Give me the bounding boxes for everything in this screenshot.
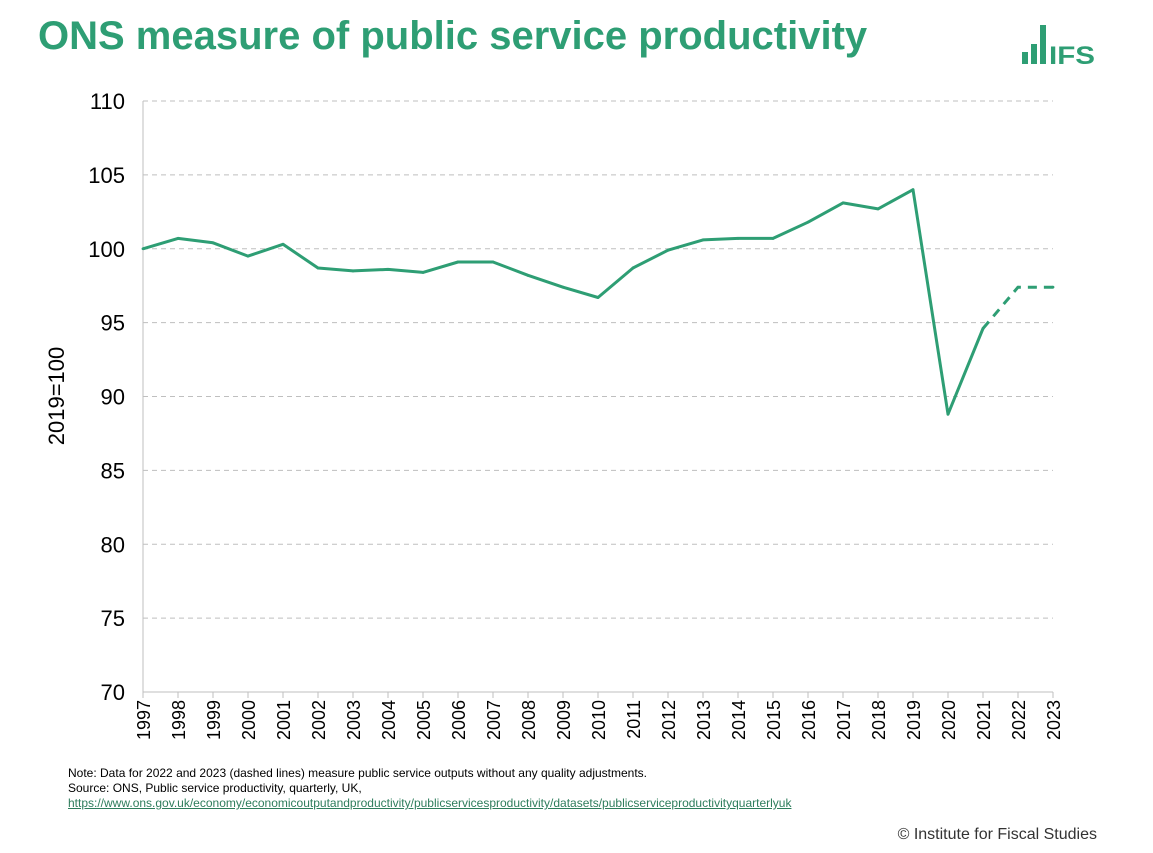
y-tick-label-70: 70 <box>101 680 125 705</box>
x-tick-label-2016: 2016 <box>799 700 819 740</box>
x-tick-label-1998: 1998 <box>169 700 189 740</box>
data-point-2014 <box>736 237 740 240</box>
data-point-2019 <box>911 188 915 192</box>
data-point-2010 <box>596 296 600 299</box>
x-tick-label-2007: 2007 <box>484 700 504 740</box>
x-tick-label-2006: 2006 <box>449 700 469 740</box>
x-tick-label-2019: 2019 <box>904 700 924 740</box>
data-point-2023-dashed <box>1051 285 1055 289</box>
data-point-2015 <box>771 237 775 240</box>
data-point-2021-dashed <box>981 327 985 330</box>
series <box>141 188 1055 416</box>
y-tick-label-100: 100 <box>88 237 125 262</box>
x-tick-label-2020: 2020 <box>939 700 959 740</box>
x-tick-label-2005: 2005 <box>414 700 434 740</box>
y-tick-label-85: 85 <box>101 458 125 483</box>
x-tick-label-1997: 1997 <box>134 700 154 740</box>
x-tick-label-2008: 2008 <box>519 700 539 740</box>
gridlines <box>143 100 1053 619</box>
data-point-2009 <box>561 285 565 289</box>
data-point-2018 <box>876 207 880 211</box>
y-tick-label-105: 105 <box>88 163 125 188</box>
ifs-logo: IFS <box>1022 25 1095 66</box>
data-point-2003 <box>351 269 355 273</box>
data-point-2008 <box>526 273 530 277</box>
source-link[interactable]: https://www.ons.gov.uk/economy/economico… <box>68 796 792 810</box>
x-tick-label-2004: 2004 <box>379 700 399 740</box>
data-point-2011 <box>631 266 635 270</box>
data-point-2022-dashed <box>1016 285 1020 289</box>
axes <box>142 101 1054 698</box>
y-tick-labels: 70 75 80 85 90 95 100 105 110 <box>88 89 125 705</box>
copyright-text: © Institute for Fiscal Studies <box>897 826 1097 843</box>
chart-notes: Note: Data for 2022 and 2023 (dashed lin… <box>68 766 791 811</box>
x-tick-label-2013: 2013 <box>694 700 714 740</box>
data-point-2006 <box>456 260 460 264</box>
data-point-2013 <box>701 238 705 242</box>
logo-bar-1 <box>1022 52 1028 64</box>
data-point-2012 <box>666 248 670 252</box>
data-point-1998 <box>176 237 180 240</box>
data-point-2000 <box>246 254 250 258</box>
data-point-2002 <box>316 266 320 270</box>
data-point-2016 <box>806 220 810 224</box>
x-tick-label-2015: 2015 <box>764 700 784 740</box>
data-point-2004 <box>386 268 390 271</box>
x-tick-label-2010: 2010 <box>589 700 609 740</box>
y-tick-label-75: 75 <box>101 606 125 631</box>
data-point-2017 <box>841 201 845 205</box>
data-point-2020 <box>946 412 950 416</box>
x-tick-label-2009: 2009 <box>554 700 574 740</box>
x-tick-label-2003: 2003 <box>344 700 364 740</box>
x-tick-label-2022: 2022 <box>1009 700 1029 740</box>
note-text: Note: Data for 2022 and 2023 (dashed lin… <box>68 766 647 780</box>
source-text: Source: ONS, Public service productivity… <box>68 781 362 795</box>
x-tick-label-2001: 2001 <box>274 700 294 740</box>
x-tick-label-1999: 1999 <box>204 700 224 740</box>
series-line-solid <box>142 188 985 416</box>
data-point-2007 <box>491 260 495 264</box>
y-tick-label-110: 110 <box>90 89 125 114</box>
data-point-1997 <box>141 247 145 251</box>
data-point-2001 <box>281 242 285 246</box>
x-tick-labels: 1997 1998 1999 2000 2001 2002 2003 2004 2005 2006… <box>134 700 1064 740</box>
logo-bar-3 <box>1040 25 1046 64</box>
x-tick-label-2014: 2014 <box>729 700 749 740</box>
x-tick-label-2018: 2018 <box>869 700 889 740</box>
y-tick-label-90: 90 <box>101 385 125 410</box>
x-tick-label-2017: 2017 <box>834 700 854 740</box>
x-tick-label-2023: 2023 <box>1044 700 1064 740</box>
page-title: ONS measure of public service productivi… <box>38 14 868 58</box>
logo-bar-2 <box>1031 44 1037 64</box>
logo-text: IFS <box>1049 42 1095 66</box>
x-tick-label-2011: 2011 <box>624 700 644 739</box>
data-point-1999 <box>211 241 215 245</box>
y-axis-label: 2019=100 <box>44 347 69 446</box>
data-point-2005 <box>421 270 425 274</box>
x-tick-label-2021: 2021 <box>974 700 994 740</box>
x-tick-label-2012: 2012 <box>659 700 679 740</box>
x-tick-label-2002: 2002 <box>309 700 329 740</box>
y-tick-label-95: 95 <box>101 311 125 336</box>
y-tick-label-80: 80 <box>101 532 125 557</box>
x-tick-label-2000: 2000 <box>239 700 259 740</box>
